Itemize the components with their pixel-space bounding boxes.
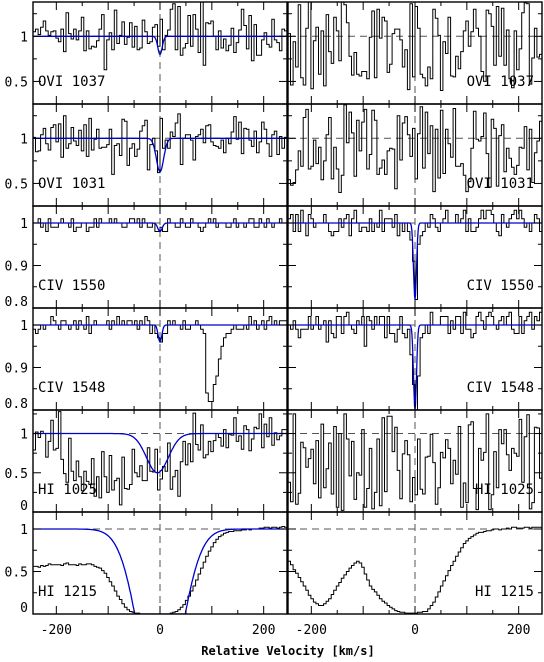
line-label-left-5: HI 1215	[38, 584, 97, 600]
panel-right-1: OVI 1031	[287, 103, 543, 207]
panel-right-0: OVI 1037	[287, 1, 543, 105]
line-label-left-2: CIV 1550	[38, 278, 105, 294]
line-label-right-2: CIV 1550	[467, 278, 534, 294]
y-tick-label: 0.9	[5, 362, 28, 377]
x-tick-label-right-0: -200	[296, 623, 327, 638]
line-label-right-1: OVI 1031	[467, 176, 534, 192]
flux-histogram-left-2	[33, 218, 287, 232]
x-tick-label-right-1: 0	[411, 623, 419, 638]
panel-left-4: 1 0.5 0 HI 1025	[5, 409, 288, 514]
flux-histogram-left-1	[33, 113, 287, 175]
panel-left-5: 1 0.5 0 HI 1215	[5, 511, 288, 616]
flux-histogram-right-4	[288, 413, 542, 511]
y-tick-label: 0.8	[5, 397, 28, 412]
model-fit-left-0	[33, 35, 287, 56]
y-tick-label: 0.5	[5, 566, 28, 581]
y-tick-label: 0.5	[5, 177, 28, 192]
line-label-left-1: OVI 1031	[38, 176, 105, 192]
x-tick-label-left-1: 0	[156, 623, 164, 638]
y-tick-label: 1	[20, 30, 28, 45]
y-tick-label: 1	[20, 319, 28, 334]
flux-histogram-left-4	[33, 411, 287, 506]
flux-histogram-right-1	[288, 104, 542, 193]
panel-left-2: 1 0.9 0.8 CIV 1550	[5, 205, 288, 310]
y-tick-label: 0.5	[5, 75, 28, 90]
x-tick-label-left-0: -200	[41, 623, 72, 638]
flux-histogram-right-5	[288, 526, 542, 614]
panel-right-4: HI 1025	[287, 409, 543, 513]
model-fit-right-3	[288, 324, 542, 410]
model-fit-left-5	[33, 528, 287, 614]
model-fit-left-4	[33, 432, 287, 474]
panel-left-3: 1 0.9 0.8 CIV 1548	[5, 307, 288, 412]
y-tick-label: 1	[20, 132, 28, 147]
line-label-right-0: OVI 1037	[467, 74, 534, 90]
flux-histogram-right-0	[288, 2, 542, 91]
y-tick-label: 0.8	[5, 295, 28, 310]
model-fit-left-2	[33, 222, 287, 233]
y-tick-label: 0	[20, 499, 28, 514]
y-tick-label: 1	[20, 523, 28, 538]
line-label-right-3: CIV 1548	[467, 380, 534, 396]
panel-left-1: 1 0.5 OVI 1031	[5, 103, 288, 207]
y-tick-label: 1	[20, 217, 28, 232]
model-fit-left-3	[33, 324, 287, 344]
line-label-left-3: CIV 1548	[38, 380, 105, 396]
y-tick-label: 0	[20, 601, 28, 616]
model-fit-right-2	[288, 222, 542, 300]
flux-histogram-left-5	[33, 526, 287, 614]
y-tick-label: 0.9	[5, 260, 28, 275]
flux-histogram-right-2	[288, 209, 542, 300]
x-axis-title: Relative Velocity [km/s]	[201, 644, 374, 658]
x-tick-label-left-2: 200	[252, 623, 275, 638]
panel-right-2: CIV 1550	[287, 205, 543, 309]
panel-right-3: CIV 1548	[287, 307, 543, 411]
line-label-right-4: HI 1025	[475, 482, 534, 498]
line-label-left-0: OVI 1037	[38, 74, 105, 90]
model-fit-left-1	[33, 137, 287, 173]
panel-left-0: 1 0.5 OVI 1037	[5, 1, 288, 105]
y-tick-label: 1	[20, 428, 28, 443]
x-tick-label-right-2: 200	[507, 623, 530, 638]
x-axis: -200 0 200 -200 0 200 Relative Velocity …	[41, 623, 531, 658]
panel-right-5: HI 1215	[287, 511, 543, 615]
line-label-right-5: HI 1215	[475, 584, 534, 600]
line-label-left-4: HI 1025	[38, 482, 97, 498]
y-tick-label: 0.5	[5, 467, 28, 482]
flux-histogram-left-0	[33, 2, 287, 71]
